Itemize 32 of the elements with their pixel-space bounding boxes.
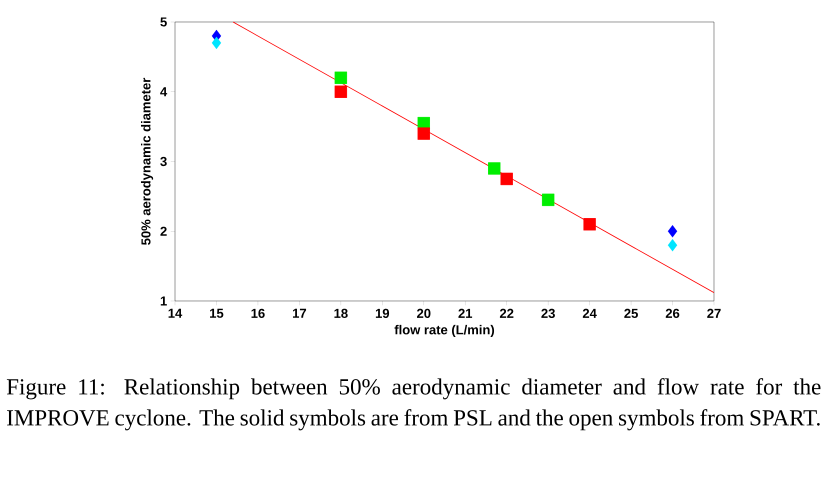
x-tick-label: 24: [582, 308, 597, 318]
point: [334, 86, 348, 98]
x-tick-label: 15: [210, 308, 224, 318]
x-tick-label: 16: [252, 308, 265, 318]
x-tick-label: 27: [707, 308, 721, 318]
point: [668, 238, 678, 252]
point: [500, 172, 513, 186]
x-tick-label: 20: [416, 308, 430, 318]
x-tick-label: 17: [292, 308, 306, 318]
x-tick-label: 22: [500, 308, 514, 318]
x-tick-label: 19: [376, 308, 390, 318]
caption: Figure 11: Relationship between 50% aerodynamic diameter and flow rate for the IMPROVE cyclone. The solid symbols are from PSL and the open symbols from SPART.: [6, 378, 820, 430]
x-tick-label: 14: [168, 308, 182, 318]
point: [488, 162, 500, 175]
x-tick-label: 26: [666, 308, 680, 318]
y-tick-label: 1: [160, 296, 167, 306]
x-tick-label: 23: [541, 308, 555, 318]
point: [212, 36, 222, 50]
y-tick-label: 3: [160, 156, 167, 166]
x-axis-title: flow rate (L/min): [394, 324, 494, 337]
y-axis-title: 50% aerodynamic diameter: [140, 78, 154, 245]
x-tick-label: 21: [458, 308, 472, 318]
y-tick-label: 5: [160, 17, 167, 27]
point: [668, 225, 678, 238]
x-tick-label: 25: [624, 308, 638, 318]
point: [334, 72, 348, 84]
y-tick-label: 2: [160, 226, 167, 236]
point: [542, 194, 554, 206]
point: [583, 218, 596, 230]
x-tick-label: 18: [334, 308, 348, 318]
point: [418, 127, 430, 140]
y-tick-label: 4: [160, 87, 168, 96]
